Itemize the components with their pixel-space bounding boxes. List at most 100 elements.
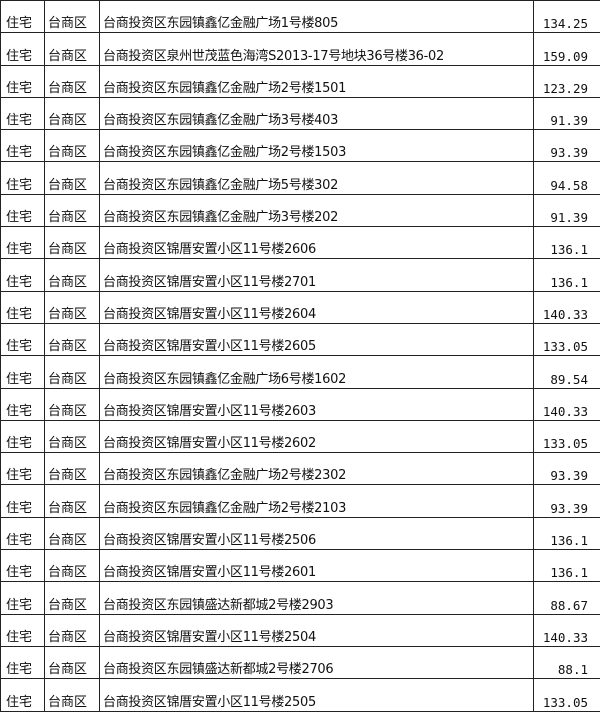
property-type-cell: 住宅 bbox=[1, 356, 45, 388]
district-cell: 台商区 bbox=[45, 517, 100, 549]
district-cell: 台商区 bbox=[45, 65, 100, 97]
district-cell: 台商区 bbox=[45, 388, 100, 420]
address-cell: 台商投资区东园镇鑫亿金融广场6号楼1602 bbox=[100, 356, 534, 388]
area-cell: 94.58 bbox=[534, 162, 600, 194]
district-cell: 台商区 bbox=[45, 227, 100, 259]
district-cell: 台商区 bbox=[45, 291, 100, 323]
property-type-cell: 住宅 bbox=[1, 646, 45, 678]
address-cell: 台商投资区锦厝安置小区11号楼2701 bbox=[100, 259, 534, 291]
property-type-cell: 住宅 bbox=[1, 194, 45, 226]
address-cell: 台商投资区东园镇鑫亿金融广场3号楼403 bbox=[100, 97, 534, 129]
address-cell: 台商投资区锦厝安置小区11号楼2504 bbox=[100, 614, 534, 646]
property-type-cell: 住宅 bbox=[1, 1, 45, 33]
district-cell: 台商区 bbox=[45, 323, 100, 355]
property-type-cell: 住宅 bbox=[1, 517, 45, 549]
area-cell: 136.1 bbox=[534, 517, 600, 549]
area-cell: 123.29 bbox=[534, 65, 600, 97]
area-cell: 140.33 bbox=[534, 614, 600, 646]
property-type-cell: 住宅 bbox=[1, 97, 45, 129]
area-cell: 140.33 bbox=[534, 291, 600, 323]
address-cell: 台商投资区锦厝安置小区11号楼2601 bbox=[100, 550, 534, 582]
district-cell: 台商区 bbox=[45, 162, 100, 194]
address-cell: 台商投资区东园镇鑫亿金融广场3号楼202 bbox=[100, 194, 534, 226]
address-cell: 台商投资区锦厝安置小区11号楼2603 bbox=[100, 388, 534, 420]
district-cell: 台商区 bbox=[45, 485, 100, 517]
property-type-cell: 住宅 bbox=[1, 227, 45, 259]
property-type-cell: 住宅 bbox=[1, 162, 45, 194]
property-type-cell: 住宅 bbox=[1, 582, 45, 614]
property-type-cell: 住宅 bbox=[1, 65, 45, 97]
area-cell: 88.1 bbox=[534, 646, 600, 678]
area-cell: 140.33 bbox=[534, 388, 600, 420]
property-type-cell: 住宅 bbox=[1, 291, 45, 323]
district-cell: 台商区 bbox=[45, 97, 100, 129]
district-cell: 台商区 bbox=[45, 194, 100, 226]
address-cell: 台商投资区东园镇鑫亿金融广场1号楼805 bbox=[100, 1, 534, 33]
property-type-cell: 住宅 bbox=[1, 33, 45, 65]
district-cell: 台商区 bbox=[45, 420, 100, 452]
address-cell: 台商投资区泉州世茂蓝色海湾S2013-17号地块36号楼36-02 bbox=[100, 33, 534, 65]
area-cell: 136.1 bbox=[534, 259, 600, 291]
district-cell: 台商区 bbox=[45, 130, 100, 162]
area-cell: 93.39 bbox=[534, 453, 600, 485]
property-type-cell: 住宅 bbox=[1, 453, 45, 485]
property-type-cell: 住宅 bbox=[1, 550, 45, 582]
address-cell: 台商投资区锦厝安置小区11号楼2604 bbox=[100, 291, 534, 323]
area-cell: 134.25 bbox=[534, 1, 600, 33]
area-cell: 136.1 bbox=[534, 550, 600, 582]
district-cell: 台商区 bbox=[45, 679, 100, 711]
area-cell: 133.05 bbox=[534, 420, 600, 452]
area-cell: 88.67 bbox=[534, 582, 600, 614]
district-cell: 台商区 bbox=[45, 646, 100, 678]
property-type-cell: 住宅 bbox=[1, 679, 45, 711]
address-cell: 台商投资区东园镇鑫亿金融广场2号楼2103 bbox=[100, 485, 534, 517]
district-cell: 台商区 bbox=[45, 33, 100, 65]
address-cell: 台商投资区锦厝安置小区11号楼2605 bbox=[100, 323, 534, 355]
district-cell: 台商区 bbox=[45, 356, 100, 388]
district-cell: 台商区 bbox=[45, 453, 100, 485]
area-cell: 91.39 bbox=[534, 194, 600, 226]
address-cell: 台商投资区东园镇盛达新都城2号楼2903 bbox=[100, 582, 534, 614]
property-type-cell: 住宅 bbox=[1, 130, 45, 162]
property-type-cell: 住宅 bbox=[1, 388, 45, 420]
address-cell: 台商投资区锦厝安置小区11号楼2606 bbox=[100, 227, 534, 259]
district-cell: 台商区 bbox=[45, 614, 100, 646]
area-cell: 91.39 bbox=[534, 97, 600, 129]
address-cell: 台商投资区东园镇鑫亿金融广场2号楼2302 bbox=[100, 453, 534, 485]
district-cell: 台商区 bbox=[45, 259, 100, 291]
area-cell: 136.1 bbox=[534, 227, 600, 259]
address-cell: 台商投资区东园镇鑫亿金融广场2号楼1503 bbox=[100, 130, 534, 162]
property-type-cell: 住宅 bbox=[1, 259, 45, 291]
address-cell: 台商投资区锦厝安置小区11号楼2505 bbox=[100, 679, 534, 711]
area-cell: 93.39 bbox=[534, 130, 600, 162]
address-cell: 台商投资区东园镇盛达新都城2号楼2706 bbox=[100, 646, 534, 678]
property-type-cell: 住宅 bbox=[1, 614, 45, 646]
address-cell: 台商投资区东园镇鑫亿金融广场2号楼1501 bbox=[100, 65, 534, 97]
area-cell: 93.39 bbox=[534, 485, 600, 517]
area-cell: 89.54 bbox=[534, 356, 600, 388]
area-cell: 159.09 bbox=[534, 33, 600, 65]
address-cell: 台商投资区锦厝安置小区11号楼2506 bbox=[100, 517, 534, 549]
district-cell: 台商区 bbox=[45, 582, 100, 614]
